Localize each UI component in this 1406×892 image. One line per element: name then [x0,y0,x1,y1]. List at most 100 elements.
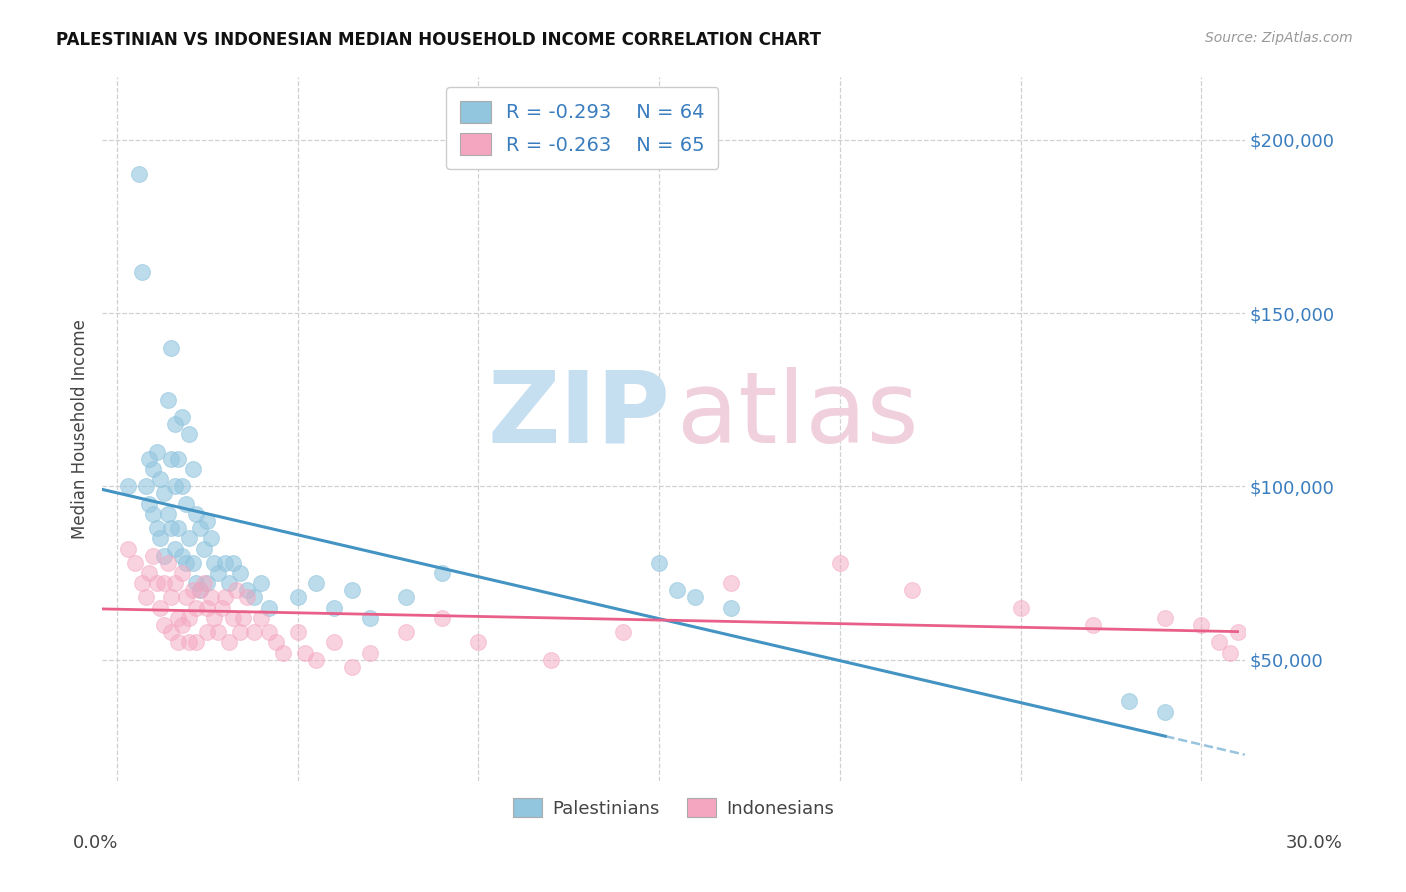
Point [685,591,707,605]
Point [160,591,183,605]
Point [322,600,344,615]
Point [1219,646,1241,660]
Point [195,600,218,615]
Point [359,611,381,625]
Point [170,410,193,425]
Point [145,521,167,535]
Point [170,479,193,493]
Point [138,497,160,511]
Point [612,624,634,639]
Point [666,583,689,598]
Point [229,566,252,580]
Point [395,624,418,639]
Point [181,583,204,598]
Point [179,427,201,442]
Point [149,532,172,546]
Point [195,624,218,639]
Point [160,521,183,535]
Point [181,462,204,476]
Point [1081,618,1104,632]
Point [186,600,208,615]
Point [153,618,176,632]
Point [135,479,157,493]
Point [200,591,222,605]
Point [204,556,226,570]
Point [131,264,153,278]
Point [243,624,266,639]
Point [170,549,193,563]
Point [167,451,190,466]
Point [179,532,201,546]
Point [153,486,176,500]
Point [243,591,266,605]
Point [131,576,153,591]
Point [167,635,190,649]
Point [156,392,179,407]
Point [257,624,280,639]
Point [128,168,150,182]
Point [195,576,218,591]
Point [153,576,176,591]
Point [117,541,139,556]
Point [179,635,201,649]
Point [1208,635,1230,649]
Point [432,611,454,625]
Point [648,556,671,570]
Point [305,653,328,667]
Point [142,462,165,476]
Point [142,507,165,521]
Point [828,556,851,570]
Point [186,507,208,521]
Point [186,635,208,649]
Point [124,556,146,570]
Point [322,635,344,649]
Point [167,611,190,625]
Point [188,521,211,535]
Point [287,624,309,639]
Point [221,556,243,570]
Text: ZIP: ZIP [488,367,671,464]
Point [211,600,233,615]
Text: PALESTINIAN VS INDONESIAN MEDIAN HOUSEHOLD INCOME CORRELATION CHART: PALESTINIAN VS INDONESIAN MEDIAN HOUSEHO… [56,31,821,49]
Text: Source: ZipAtlas.com: Source: ZipAtlas.com [1205,31,1353,45]
Point [181,556,204,570]
Point [250,611,273,625]
Point [149,600,172,615]
Point [179,611,201,625]
Point [395,591,418,605]
Point [188,583,211,598]
Point [720,600,742,615]
Point [218,635,240,649]
Point [170,618,193,632]
Point [236,583,259,598]
Point [200,532,222,546]
Point [160,624,183,639]
Point [170,566,193,580]
Point [138,566,160,580]
Point [174,591,197,605]
Point [540,653,562,667]
Point [160,451,183,466]
Point [432,566,454,580]
Point [236,591,259,605]
Point [901,583,924,598]
Point [163,576,186,591]
Point [160,341,183,355]
Point [271,646,294,660]
Point [1118,694,1140,708]
Point [1154,705,1177,719]
Point [153,549,176,563]
Point [340,583,363,598]
Point [264,635,287,649]
Point [163,541,186,556]
Point [135,591,157,605]
Point [156,556,179,570]
Point [287,591,309,605]
Point [340,659,363,673]
Text: 0.0%: 0.0% [73,834,118,852]
Y-axis label: Median Household Income: Median Household Income [72,319,89,539]
Point [156,507,179,521]
Point [214,556,236,570]
Point [305,576,328,591]
Point [163,479,186,493]
